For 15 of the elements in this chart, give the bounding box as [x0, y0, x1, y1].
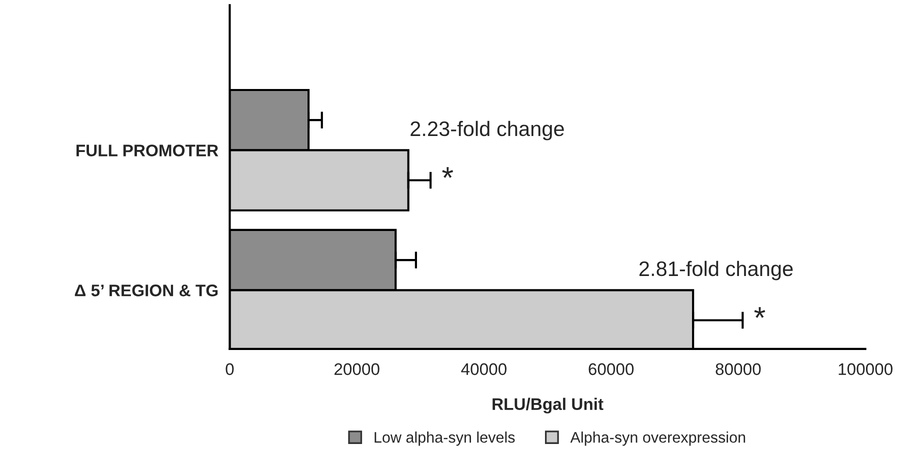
- x-axis-title: RLU/Bgal Unit: [492, 398, 604, 414]
- y-tick-label: Δ 5’ REGION & TG: [74, 284, 218, 296]
- annotation: 2.81-fold change: [639, 260, 793, 280]
- y-tick-label: FULL PROMOTER: [76, 144, 218, 156]
- x-tick-label: 80000: [716, 363, 761, 376]
- data-label: *: [754, 307, 766, 318]
- legend-label: Low alpha-syn levels: [374, 432, 515, 446]
- legend-label: Alpha-syn overexpression: [570, 432, 746, 446]
- x-tick-label: 40000: [461, 363, 506, 376]
- x-tick-label: 100000: [838, 363, 892, 376]
- x-tick-label: 20000: [334, 363, 380, 376]
- x-tick-label: 60000: [588, 363, 634, 376]
- data-label: *: [442, 167, 454, 178]
- annotation: 2.23-fold change: [410, 120, 564, 140]
- x-tick-label: 0: [226, 363, 234, 376]
